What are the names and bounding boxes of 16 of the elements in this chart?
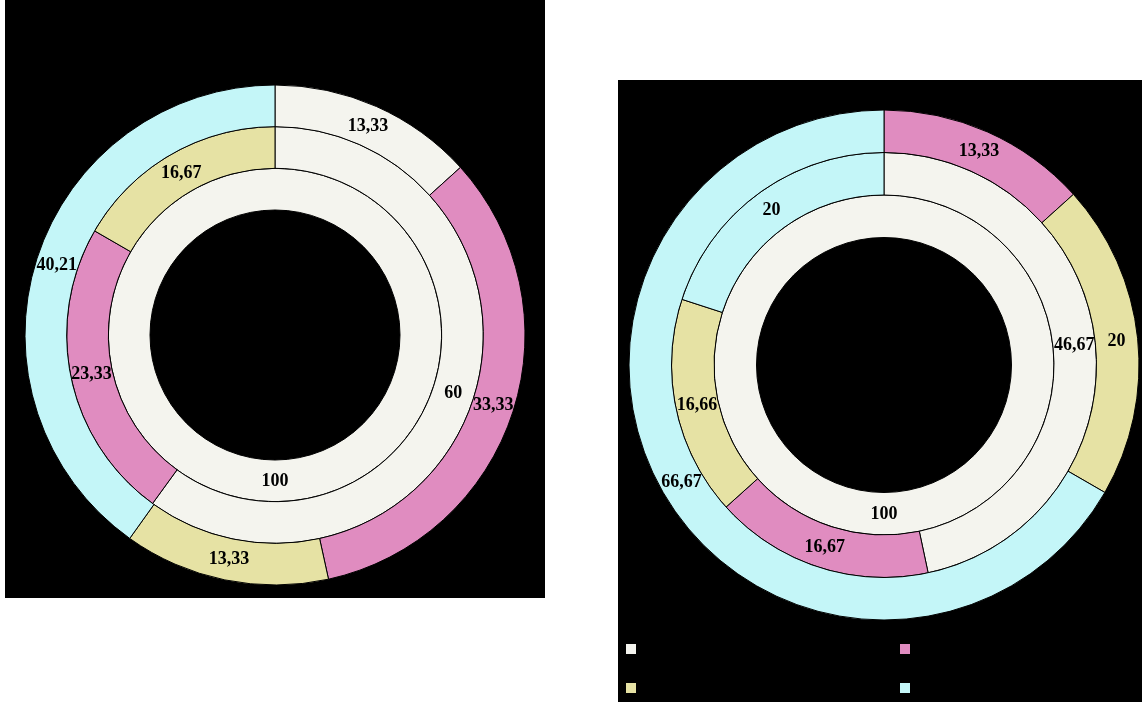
data-label: 100 [870,502,898,523]
data-label: 16,67 [804,535,846,556]
data-label: 13,33 [208,548,250,569]
data-label: 13,33 [958,140,1000,161]
data-label: 33,33 [472,393,514,414]
data-label: 66,67 [661,470,702,491]
data-label: 40,21 [36,254,78,275]
data-label: 23,33 [71,363,112,383]
data-label: 16,66 [676,393,718,414]
data-label: 16,67 [160,161,202,182]
data-label: 13,33 [347,114,389,135]
data-label: 60 [444,381,463,402]
data-label: 20 [1107,329,1126,350]
data-label: 100 [261,469,289,490]
data-label: 20 [762,199,781,220]
data-label: 46,67 [1053,334,1095,355]
